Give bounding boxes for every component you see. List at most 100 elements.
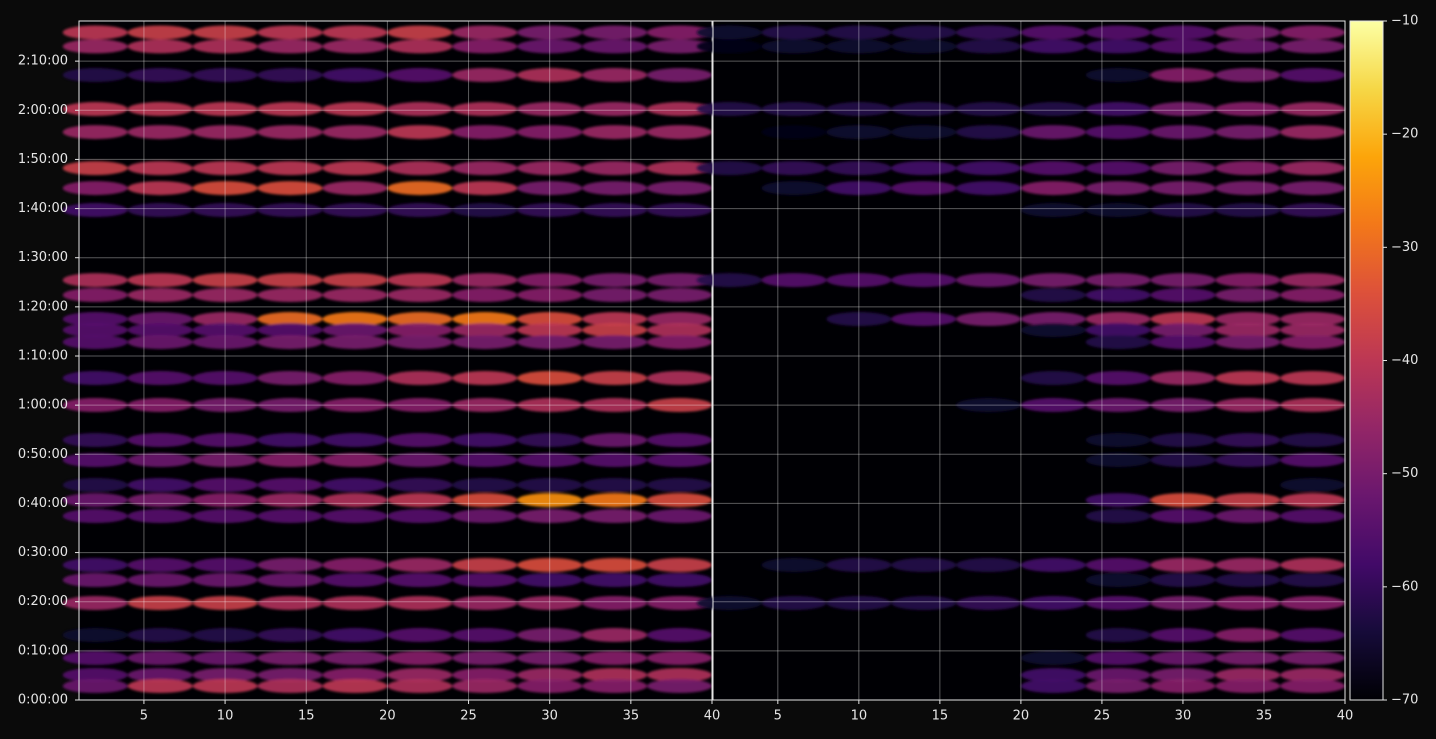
heat-cell	[322, 493, 388, 508]
heat-cell	[1215, 39, 1281, 54]
heat-cell	[647, 477, 712, 492]
heat-cell	[1085, 493, 1151, 508]
heatmap-cells	[62, 25, 712, 693]
heat-cell	[1280, 596, 1345, 611]
heat-cell	[582, 453, 648, 468]
heat-cell	[127, 25, 193, 40]
heat-cell	[127, 371, 193, 386]
heat-cell	[322, 323, 388, 338]
heat-cell	[1085, 668, 1151, 683]
heat-cell	[517, 288, 583, 303]
heat-cell	[192, 371, 258, 386]
heat-cell	[452, 398, 518, 413]
heat-cell	[62, 650, 128, 665]
heat-cell	[1150, 678, 1216, 693]
x-tick-label: 15	[932, 709, 949, 724]
heat-cell	[1085, 181, 1151, 196]
heat-cell	[322, 453, 388, 468]
heat-cell	[322, 573, 388, 588]
heat-cell	[257, 668, 323, 683]
heat-cell	[1150, 181, 1216, 196]
heat-cell	[517, 312, 583, 327]
heat-cell	[452, 203, 518, 218]
heat-cell	[1150, 398, 1216, 413]
heat-cell	[1085, 68, 1151, 83]
heat-cell	[647, 312, 712, 327]
y-tick-label: 1:30:00	[18, 250, 68, 265]
heat-cell	[517, 678, 583, 693]
heat-cell	[452, 628, 518, 643]
heat-cell	[62, 288, 128, 303]
heat-cell	[1280, 323, 1345, 338]
heat-cell	[452, 433, 518, 448]
heat-cell	[647, 678, 712, 693]
y-tick-label: 1:40:00	[18, 201, 68, 216]
heat-cell	[192, 509, 258, 524]
heat-cell	[387, 493, 453, 508]
heat-cell	[322, 273, 388, 288]
heat-cell	[452, 335, 518, 350]
heat-cell	[956, 558, 1021, 573]
heat-cell	[1215, 628, 1281, 643]
heat-cell	[1020, 273, 1086, 288]
heat-cell	[192, 558, 258, 573]
heat-cell	[1215, 125, 1281, 140]
colorbar	[1349, 20, 1384, 701]
heat-cell	[517, 68, 583, 83]
heat-cell	[257, 181, 323, 196]
heat-cell	[127, 125, 193, 140]
heat-cell	[62, 628, 128, 643]
heat-cell	[761, 25, 827, 40]
heat-cell	[891, 161, 957, 176]
heat-cell	[192, 125, 258, 140]
heat-cell	[387, 558, 453, 573]
heat-cell	[1020, 678, 1086, 693]
heat-cell	[1215, 323, 1281, 338]
heat-cell	[1150, 596, 1216, 611]
heat-cell	[647, 39, 712, 54]
heat-cell	[387, 125, 453, 140]
heat-cell	[956, 125, 1021, 140]
heat-cell	[127, 453, 193, 468]
y-tick-label: 2:00:00	[18, 103, 68, 118]
heat-cell	[257, 273, 323, 288]
heat-cell	[1085, 125, 1151, 140]
heat-cell	[826, 273, 892, 288]
heat-cell	[761, 125, 827, 140]
heat-cell	[387, 68, 453, 83]
heat-cell	[322, 125, 388, 140]
heat-cell	[1280, 678, 1345, 693]
heat-cell	[1215, 288, 1281, 303]
heat-cell	[647, 558, 712, 573]
heat-cell	[826, 312, 892, 327]
heat-cell	[1020, 558, 1086, 573]
heat-cell	[1215, 558, 1281, 573]
heat-cell	[517, 433, 583, 448]
heat-cell	[582, 102, 648, 117]
heat-cell	[257, 596, 323, 611]
heat-cell	[127, 312, 193, 327]
heat-cell	[192, 39, 258, 54]
heat-cell	[1215, 509, 1281, 524]
heat-cell	[826, 161, 892, 176]
heat-cell	[387, 323, 453, 338]
heat-cell	[517, 273, 583, 288]
heat-cell	[62, 509, 128, 524]
heat-cell	[257, 25, 323, 40]
heat-cell	[452, 668, 518, 683]
heat-cell	[387, 371, 453, 386]
x-tick-label: 20	[379, 709, 396, 724]
heat-cell	[192, 68, 258, 83]
heat-cell	[257, 453, 323, 468]
heat-cell	[1280, 25, 1345, 40]
heat-cell	[192, 273, 258, 288]
heat-cell	[891, 181, 957, 196]
heat-cell	[62, 433, 128, 448]
heat-cell	[452, 509, 518, 524]
heat-cell	[192, 335, 258, 350]
heat-cell	[891, 596, 957, 611]
heat-cell	[517, 398, 583, 413]
heat-cell	[1020, 371, 1086, 386]
heat-cell	[387, 39, 453, 54]
heat-cell	[647, 509, 712, 524]
